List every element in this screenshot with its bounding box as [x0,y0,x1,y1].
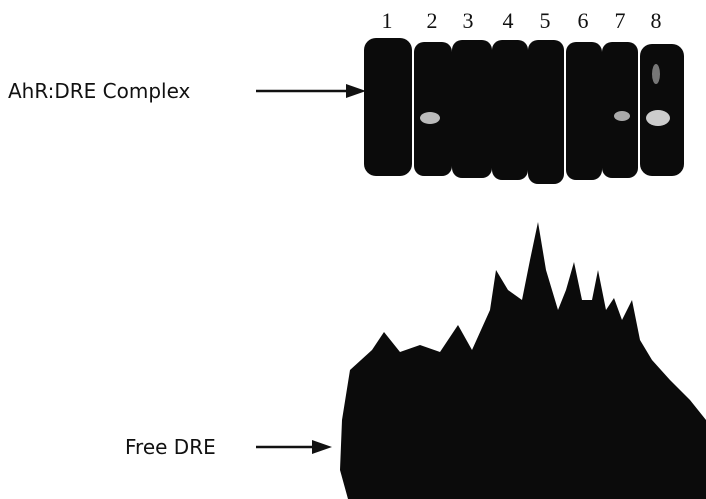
lane-number: 6 [578,8,589,33]
complex-bands [364,38,684,184]
gel-figure: 1 2 3 4 5 6 7 8 AhR:DRE Complex Free DRE [0,0,706,499]
complex-arrow [256,84,366,98]
lane-number: 4 [503,8,514,33]
lane-number: 7 [615,8,626,33]
lane-numbers: 1 2 3 4 5 6 7 8 [382,8,662,33]
lane-number: 5 [540,8,551,33]
free-dre-band [340,222,706,499]
lane-number: 2 [427,8,438,33]
free-label: Free DRE [125,435,216,459]
lane-number: 1 [382,8,393,33]
complex-label: AhR:DRE Complex [8,79,191,103]
lane-number: 3 [463,8,474,33]
free-arrow [256,440,332,454]
lane-number: 8 [651,8,662,33]
